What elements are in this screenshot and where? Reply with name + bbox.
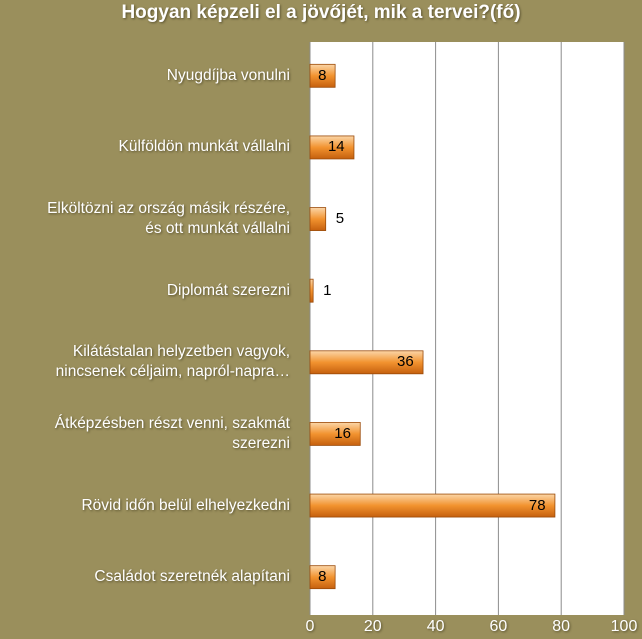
bar-value-label: 36 xyxy=(397,353,414,371)
category-label: Kilátástalan helyzetben vagyok, nincsenek… xyxy=(0,342,290,382)
category-label: Nyugdíjba vonulni xyxy=(0,66,290,86)
x-tick-label: 0 xyxy=(305,618,315,635)
category-label-line: szerezni xyxy=(232,434,290,452)
category-label: Rövid időn belül elhelyezkedni xyxy=(0,496,290,516)
category-label-line: Átképzésben részt venni, szakmát xyxy=(54,414,290,432)
category-label-line: Kilátástalan helyzetben vagyok, xyxy=(72,343,290,361)
bar xyxy=(309,493,556,518)
category-label-line: Elköltözni az ország másik részére, xyxy=(47,200,290,218)
category-label-line: nincsenek céljaim, napról-napra… xyxy=(55,363,290,381)
x-tick-label: 40 xyxy=(426,618,445,635)
x-tick-label: 80 xyxy=(552,618,571,635)
x-tick-label: 60 xyxy=(489,618,508,635)
bar xyxy=(309,135,355,160)
x-tick-label: 100 xyxy=(610,618,638,635)
bar-value-label: 14 xyxy=(327,138,345,156)
category-label-line: Diplomát szerezni xyxy=(166,281,290,299)
bar-value-label: 8 xyxy=(318,568,327,586)
x-tick-label: 20 xyxy=(363,618,382,635)
bar xyxy=(309,207,327,231)
bar-value-label: 1 xyxy=(323,281,332,299)
bar-value-label: 16 xyxy=(334,424,351,442)
category-label-line: és ott munkát vállalni xyxy=(145,220,290,238)
bar-value-label: 78 xyxy=(528,496,546,514)
bar xyxy=(309,422,361,446)
category-label: Átképzésben részt venni, szakmát szerezni xyxy=(0,414,290,454)
bar xyxy=(309,565,336,590)
category-label: Elköltözni az ország másik részére, és ot… xyxy=(0,199,290,239)
chart-title: Hogyan képzeli el a jövőjét, mik a terve… xyxy=(121,2,521,23)
plot-background xyxy=(310,42,624,615)
category-label-line: Családot szeretnék alapítani xyxy=(94,568,290,586)
bar xyxy=(309,63,336,88)
bar xyxy=(309,278,314,303)
category-label-line: Külföldön munkát vállalni xyxy=(118,138,290,156)
bar-value-label: 8 xyxy=(318,66,327,84)
category-label: Külföldön munkát vállalni xyxy=(0,137,290,157)
bar xyxy=(309,350,424,375)
bar-value-label: 5 xyxy=(335,210,345,228)
category-label-line: Nyugdíjba vonulni xyxy=(166,66,290,84)
category-label: Családot szeretnék alapítani xyxy=(0,567,290,587)
category-label-line: Rövid időn belül elhelyezkedni xyxy=(81,496,290,514)
category-label: Diplomát szerezni xyxy=(0,281,290,301)
